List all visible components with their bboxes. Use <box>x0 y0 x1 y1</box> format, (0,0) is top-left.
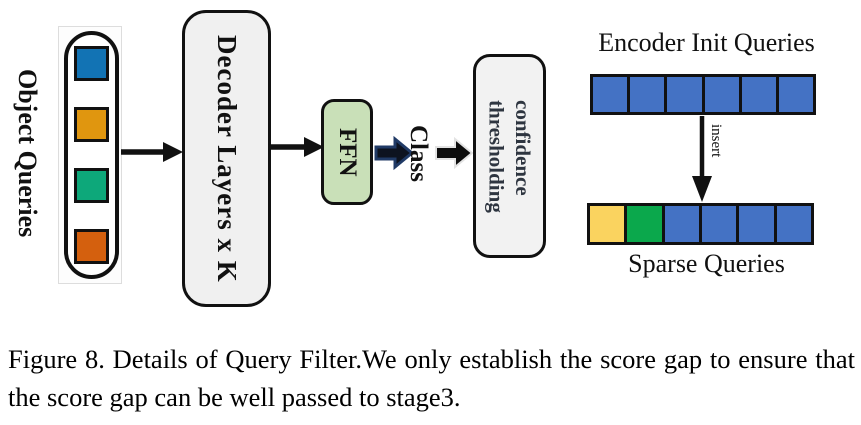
query-cell <box>701 77 739 112</box>
query-cell <box>74 107 109 142</box>
query-cell <box>593 77 628 112</box>
query-cell <box>74 168 109 203</box>
block-arrow-icon <box>435 136 474 170</box>
ffn-label: FFN <box>334 127 361 177</box>
confidence-line1: confidence <box>510 99 535 196</box>
flow-arrow-icon <box>121 142 183 162</box>
query-cell <box>74 46 109 81</box>
confidence-thresholding-box: confidence thresholding <box>473 54 546 258</box>
query-cell <box>736 206 774 242</box>
query-cell <box>624 206 662 242</box>
query-cell <box>698 206 737 242</box>
query-cell <box>664 77 702 112</box>
decoder-layers-label: Decoder Layers x K <box>212 34 242 283</box>
insert-label: insert <box>708 124 724 158</box>
object-queries-container <box>64 31 119 279</box>
sparse-queries-title: Sparse Queries <box>628 249 785 278</box>
confidence-line2: thresholding <box>484 99 509 213</box>
query-cell <box>627 77 665 112</box>
flow-arrow-icon <box>268 137 324 157</box>
confidence-thresholding-label: confidence thresholding <box>483 100 536 213</box>
object-queries-label: Object Queries <box>13 68 42 238</box>
query-cell <box>775 77 814 112</box>
decoder-layers-box: Decoder Layers x K <box>182 10 271 307</box>
query-cell <box>738 77 776 112</box>
query-cell <box>74 229 109 264</box>
block-arrow-icon <box>374 135 414 171</box>
query-cell <box>773 206 811 242</box>
sparse-queries-row <box>587 203 814 245</box>
query-cell <box>590 206 625 242</box>
class-label: Class <box>405 124 432 182</box>
encoder-init-queries-title: Encoder Init Queries <box>598 28 815 57</box>
encoder-init-queries-row <box>590 74 816 115</box>
ffn-box: FFN <box>321 99 373 205</box>
insert-arrow-icon <box>692 116 712 202</box>
query-cell <box>661 206 699 242</box>
figure-caption: Figure 8. Details of Query Filter.We onl… <box>8 344 855 412</box>
